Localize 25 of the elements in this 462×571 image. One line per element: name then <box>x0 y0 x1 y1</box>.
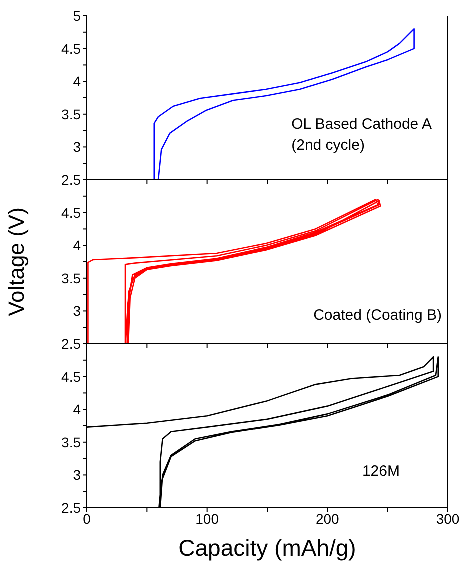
y-tick-label: 3.5 <box>62 270 82 286</box>
y-tick-label: 4 <box>73 238 82 254</box>
x-tick-label: 0 <box>83 510 92 527</box>
x-tick-label: 300 <box>436 510 460 527</box>
annotation: Coated (Coating B) <box>314 306 442 326</box>
y-tick-label: 3 <box>73 467 82 484</box>
y-tick-label: 2.5 <box>62 172 82 188</box>
y-axis-title: Voltage (V) <box>4 208 29 316</box>
x-axis-title: Capacity (mAh/g) <box>178 535 356 561</box>
annotation: OL Based Cathode A (2nd cycle) <box>292 115 432 156</box>
x-tick-label: 200 <box>316 510 340 527</box>
annotation: 126M <box>362 462 400 482</box>
y-tick-label: 4 <box>73 74 82 90</box>
y-tick-label: 4.5 <box>62 40 82 57</box>
y-tick-label: 5 <box>73 8 82 24</box>
y-tick-label: 3 <box>73 303 82 320</box>
y-tick-label: 4.5 <box>62 368 82 385</box>
y-tick-label: 4.5 <box>62 204 82 221</box>
y-tick-label: 3 <box>73 139 82 156</box>
y-tick-label: 3.5 <box>62 106 82 122</box>
y-tick-label: 2.5 <box>62 336 82 352</box>
x-tick-label: 100 <box>196 510 220 527</box>
y-tick-label: 4 <box>73 402 82 418</box>
y-tick-label: 3.5 <box>62 434 82 450</box>
y-tick-label: 2.5 <box>62 500 82 516</box>
